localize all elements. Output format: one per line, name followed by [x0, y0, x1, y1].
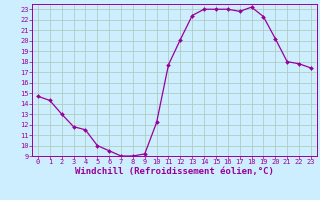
X-axis label: Windchill (Refroidissement éolien,°C): Windchill (Refroidissement éolien,°C)	[75, 167, 274, 176]
